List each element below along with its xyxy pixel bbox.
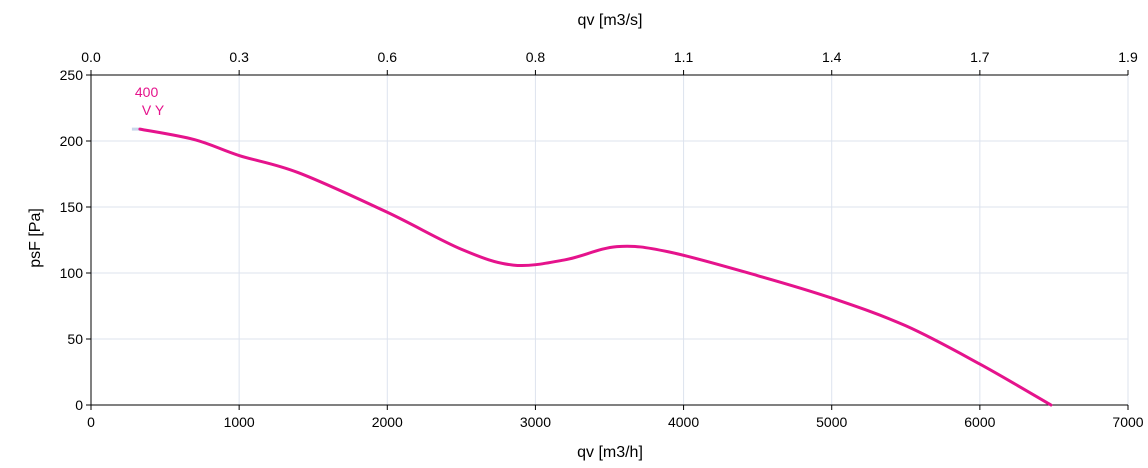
x-tick-label: 7000 <box>1112 414 1143 430</box>
bottom-axis-title: qv [m3/h] <box>577 444 643 461</box>
top-axis-title: qv [m3/s] <box>578 12 643 29</box>
y-tick-label: 200 <box>60 133 84 149</box>
y-tick-label: 100 <box>60 265 84 281</box>
x2-tick-label: 0.0 <box>81 49 101 65</box>
x2-tick-label: 1.4 <box>822 49 842 65</box>
x-tick-label: 0 <box>87 414 95 430</box>
x2-tick-label: 1.1 <box>674 49 694 65</box>
y-tick-label: 250 <box>60 67 84 83</box>
y-axis-title: psF [Pa] <box>27 208 44 268</box>
series-line-400 <box>138 127 1053 407</box>
x-tick-label: 6000 <box>964 414 995 430</box>
x2-tick-label: 1.9 <box>1118 49 1138 65</box>
x-tick-label: 2000 <box>372 414 403 430</box>
x-tick-label: 3000 <box>520 414 551 430</box>
series-annotation-label: V Y <box>142 102 165 118</box>
x-tick-label: 4000 <box>668 414 699 430</box>
x-tick-label: 5000 <box>816 414 847 430</box>
x2-tick-label: 1.7 <box>970 49 990 65</box>
x2-tick-label: 0.6 <box>378 49 398 65</box>
axes-layer <box>90 74 1128 406</box>
ticks-layer: 00.010000.320000.630000.840001.150001.46… <box>60 49 1144 430</box>
grid-layer <box>91 74 1129 405</box>
y-tick-label: 0 <box>75 397 83 413</box>
series-name-label: 400 <box>135 84 159 100</box>
y-tick-label: 150 <box>60 199 84 215</box>
x2-tick-label: 0.3 <box>229 49 249 65</box>
x2-tick-label: 0.8 <box>526 49 546 65</box>
series-layer: 400 V Y <box>131 84 1053 407</box>
y-tick-label: 50 <box>67 331 83 347</box>
x-tick-label: 1000 <box>224 414 255 430</box>
